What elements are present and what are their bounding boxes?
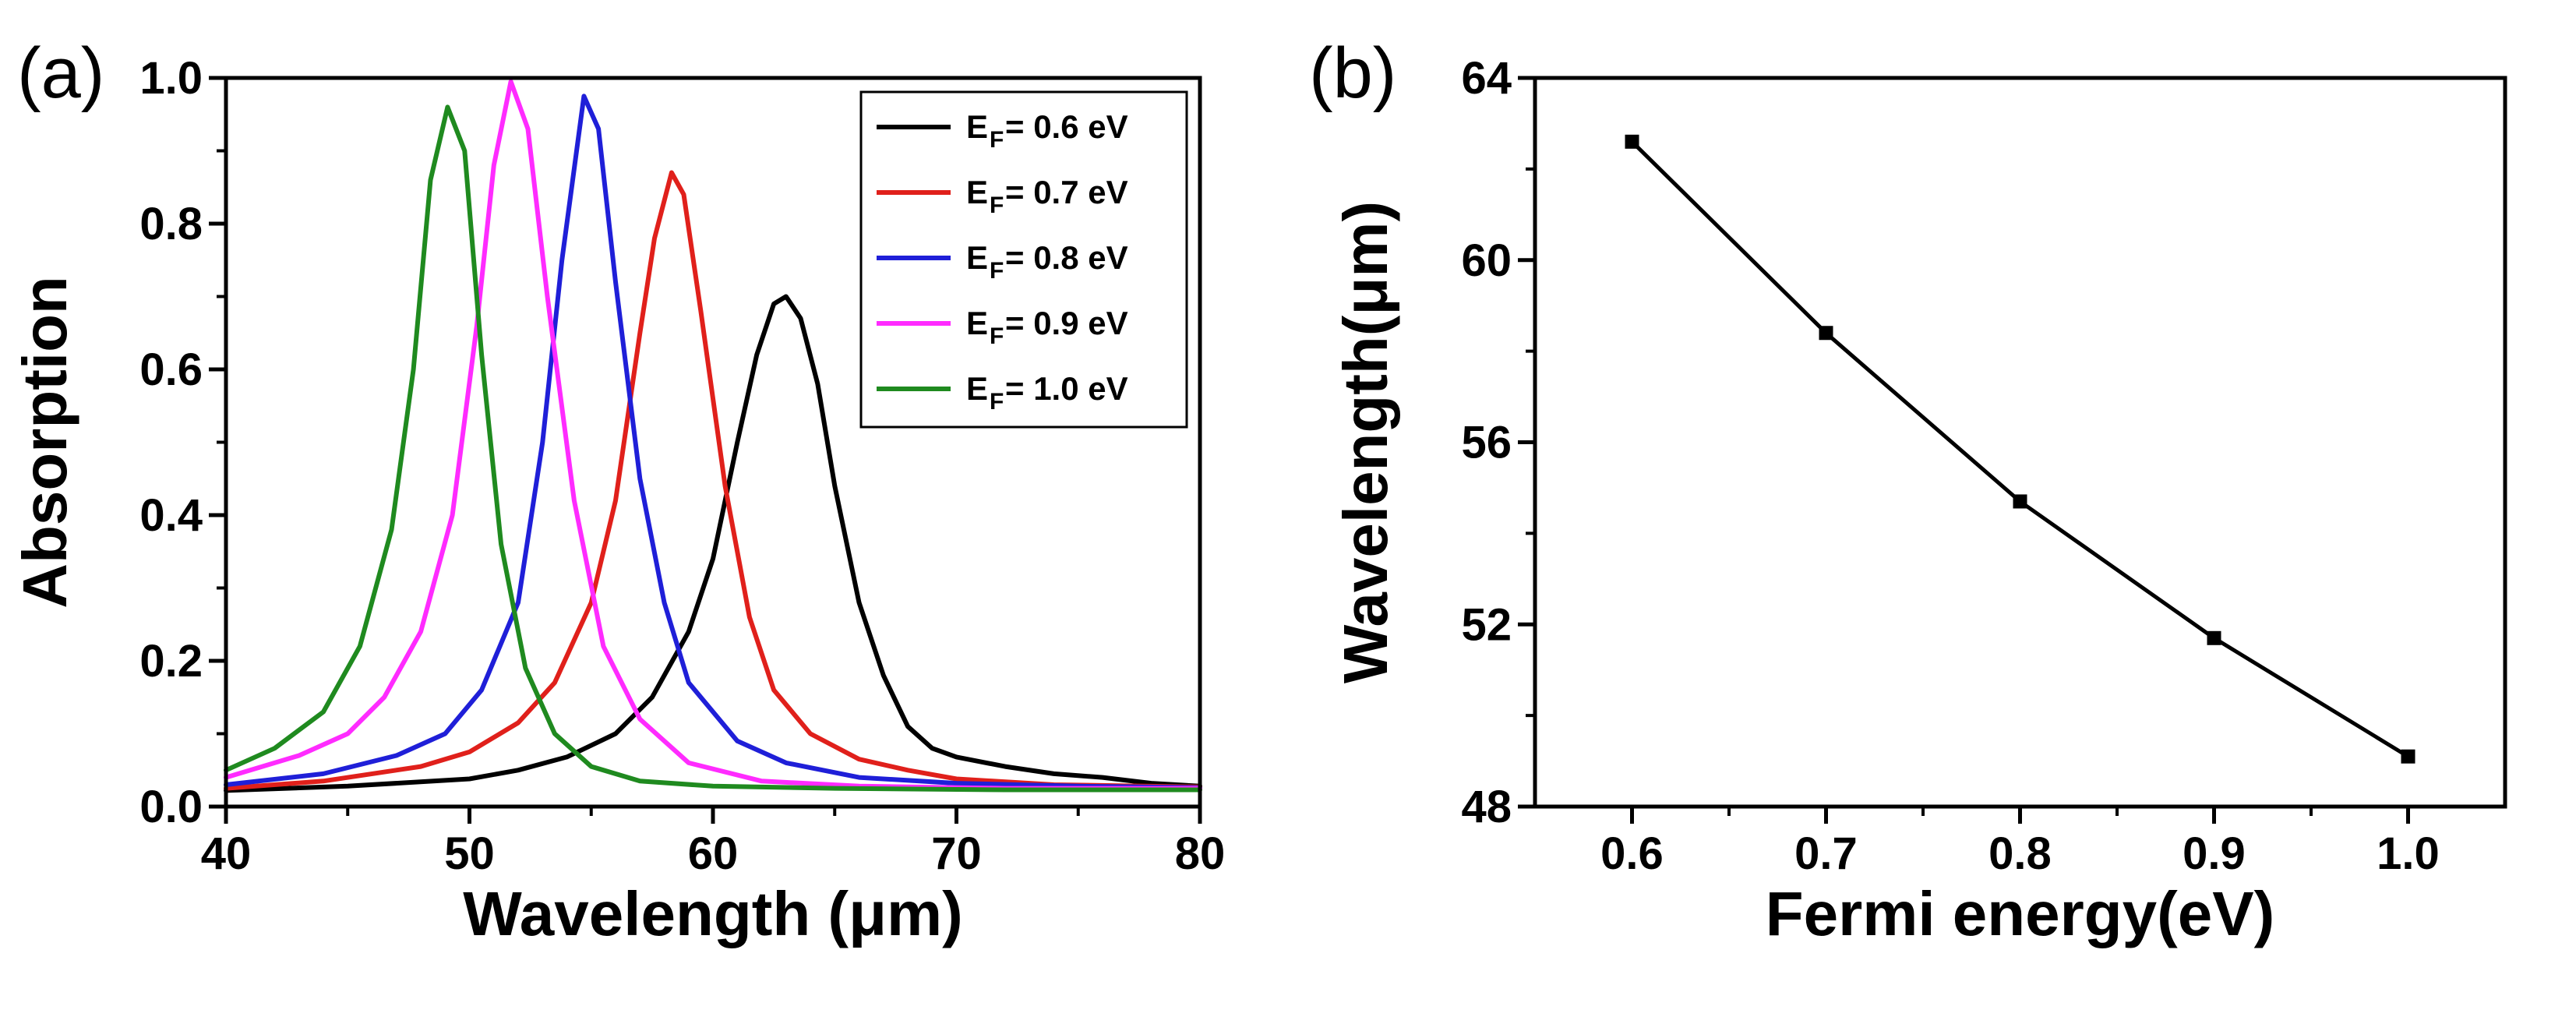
legend-label-subscript: F — [990, 323, 1004, 349]
legend-label-main: E — [966, 174, 988, 210]
x-tick-label: 80 — [1175, 828, 1226, 879]
legend-label-value: = 1.0 eV — [1005, 370, 1128, 407]
y-tick-label: 56 — [1461, 418, 1512, 468]
panel-a-y-ticks: 0.0 0.2 0.4 0.6 0.8 1.0 — [139, 53, 226, 832]
x-tick-label: 0.7 — [1794, 828, 1858, 879]
y-tick-label: 64 — [1461, 53, 1512, 104]
series-line-0 — [1630, 139, 2410, 759]
data-point-marker — [2207, 630, 2221, 645]
panel-a-curves — [224, 79, 1202, 793]
y-tick-label: 0.4 — [139, 490, 203, 541]
series-line-3 — [224, 79, 1202, 791]
x-tick-label: 0.6 — [1600, 828, 1664, 879]
data-point-marker — [2013, 494, 2027, 509]
legend-label-value: = 0.6 eV — [1005, 108, 1128, 145]
legend-label-main: E — [966, 370, 988, 407]
panel-b-curves — [1625, 134, 2415, 764]
legend-label-subscript: F — [990, 258, 1004, 284]
y-tick-label: 60 — [1461, 235, 1512, 286]
panel-a-absorption-chart: (a) 40 50 60 70 80 0.0 0.2 0.4 0.6 0.8 1.0 Wavele… — [10, 34, 1225, 948]
y-tick-label: 52 — [1461, 599, 1512, 650]
legend-label-subscript: F — [990, 389, 1004, 415]
data-point-marker — [1625, 134, 1639, 149]
y-tick-label: 0.6 — [139, 344, 203, 395]
series-line-4 — [224, 104, 1202, 793]
x-tick-label: 40 — [201, 828, 252, 879]
panel-b-x-axis-label: Fermi energy(eV) — [1766, 879, 2275, 948]
data-point-marker — [1819, 326, 1833, 341]
y-tick-label: 48 — [1461, 782, 1512, 832]
x-tick-label: 50 — [444, 828, 495, 879]
y-tick-label: 0.2 — [139, 636, 203, 687]
legend-label-main: E — [966, 108, 988, 145]
legend-label-main: E — [966, 239, 988, 276]
legend-label-value: = 0.9 eV — [1005, 305, 1128, 341]
panel-b-wavelength-chart: (b) 0.6 0.7 0.8 0.9 1.0 48 52 56 60 64 Fermi ene… — [1309, 34, 2507, 948]
legend-label-main: E — [966, 305, 988, 341]
legend-label-subscript: F — [990, 192, 1004, 218]
legend-label-subscript: F — [990, 127, 1004, 153]
y-tick-label: 0.0 — [139, 782, 203, 832]
panel-b-y-ticks: 48 52 56 60 64 — [1461, 53, 1535, 832]
x-tick-label: 1.0 — [2377, 828, 2440, 879]
x-tick-label: 0.9 — [2183, 828, 2246, 879]
data-point-marker — [2401, 749, 2415, 764]
panel-a-x-ticks: 40 50 60 70 80 — [201, 807, 1226, 879]
panel-b-y-axis-label: Wavelength(μm) — [1331, 201, 1400, 683]
series-line-1 — [224, 170, 1202, 791]
series-line-2 — [224, 94, 1202, 790]
y-tick-label: 1.0 — [139, 53, 203, 104]
panel-b-x-ticks: 0.6 0.7 0.8 0.9 1.0 — [1600, 807, 2440, 879]
x-tick-label: 0.8 — [1988, 828, 2052, 879]
y-tick-label: 0.8 — [139, 199, 203, 249]
panel-a-x-axis-label: Wavelength (μm) — [463, 879, 963, 948]
panel-a-label: (a) — [17, 34, 104, 113]
panel-a-y-axis-label: Absorption — [10, 276, 79, 609]
x-tick-label: 60 — [688, 828, 739, 879]
legend-label-value: = 0.8 eV — [1005, 239, 1128, 276]
x-tick-label: 70 — [931, 828, 982, 879]
panel-b-label: (b) — [1309, 34, 1396, 113]
legend-label-value: = 0.7 eV — [1005, 174, 1128, 210]
